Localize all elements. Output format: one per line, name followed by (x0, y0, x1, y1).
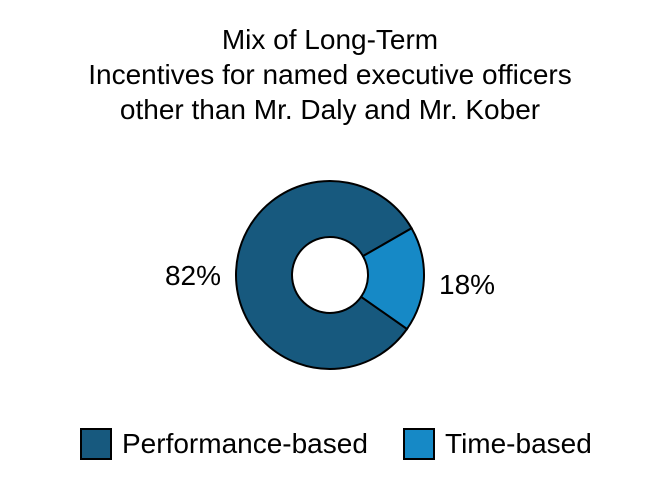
donut-slice-performance-based (235, 180, 413, 370)
legend-swatch-time-icon (403, 428, 435, 460)
slice-label-performance: 82% (164, 260, 221, 291)
legend-swatch-performance-icon (80, 428, 112, 460)
donut-chart (235, 180, 425, 370)
legend-label-time: Time-based (445, 428, 592, 459)
chart-title: Mix of Long-Term Incentives for named ex… (88, 24, 572, 125)
legend-item-time: Time-based (403, 428, 592, 460)
donut-slice-time-based (359, 226, 425, 331)
legend-label-performance: Performance-based (122, 428, 368, 459)
legend-item-performance: Performance-based (80, 428, 368, 460)
slice-label-time: 18% (439, 269, 496, 300)
